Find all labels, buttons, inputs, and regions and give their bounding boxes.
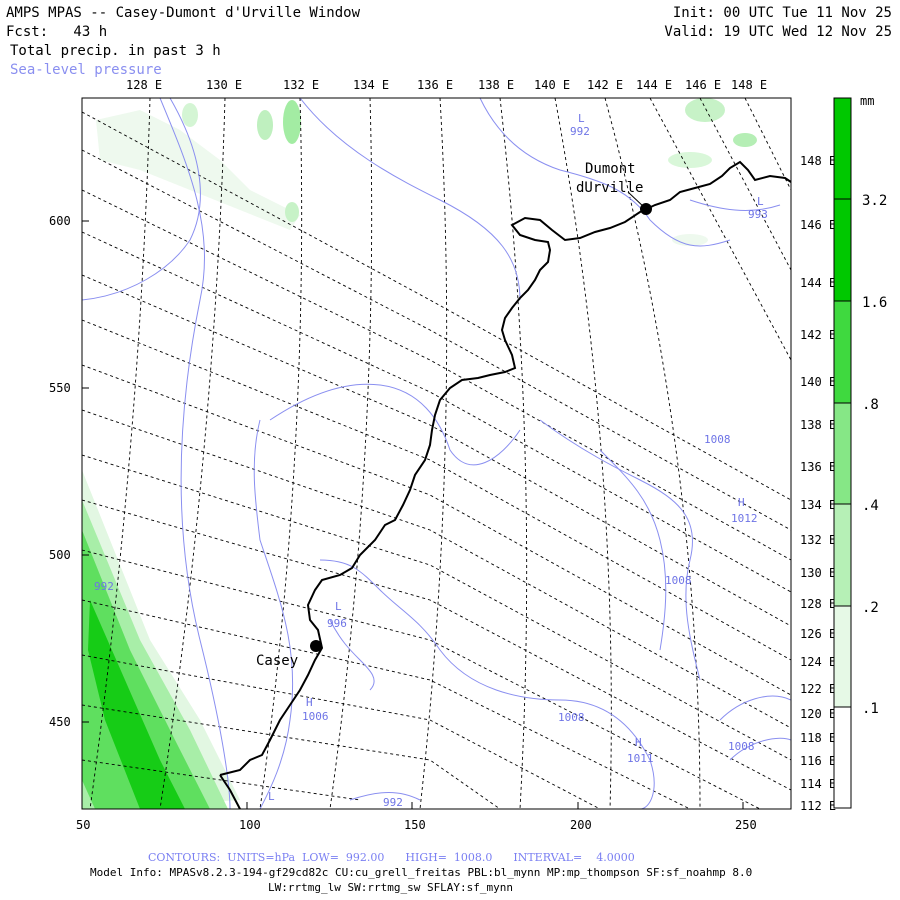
colorbar-level: .4	[862, 498, 879, 514]
y-axis-label: 450	[49, 715, 71, 729]
x-axis-label: 100	[239, 818, 261, 832]
right-lon-label: 144 E	[800, 276, 837, 290]
axis-ticks	[81, 220, 744, 809]
right-lon-label: 118 E	[800, 731, 837, 745]
colorbar-segment	[833, 97, 852, 200]
right-lon-label: 134 E	[800, 498, 837, 512]
forecast-hour: Fcst: 43 h	[6, 24, 108, 40]
top-lon-label: 144 E	[636, 78, 673, 92]
right-lon-label: 140 E	[800, 375, 837, 389]
top-lon-label: 136 E	[417, 78, 454, 92]
graticule	[82, 98, 791, 809]
map-title: AMPS MPAS -- Casey-Dumont d'Urville Wind…	[6, 5, 361, 21]
colorbar-segment	[833, 706, 852, 809]
pressure-value: 1006	[302, 710, 329, 723]
right-lon-label: 128 E	[800, 597, 837, 611]
top-lon-label: 134 E	[353, 78, 390, 92]
pressure-value: 1008	[558, 711, 585, 724]
map-frame	[81, 97, 792, 810]
right-lon-label: 116 E	[800, 754, 837, 768]
x-axis-label: 50	[76, 818, 91, 832]
right-lon-label: 122 E	[800, 682, 837, 696]
right-lon-label: 136 E	[800, 460, 837, 474]
top-lon-label: 140 E	[534, 78, 571, 92]
top-lon-label: 130 E	[206, 78, 243, 92]
top-lon-label: 128 E	[126, 78, 163, 92]
pressure-value: 1008	[728, 740, 755, 753]
colorbar-segment	[833, 198, 852, 302]
casey-label: Casey	[256, 653, 298, 669]
pressure-value: 1008	[704, 433, 731, 446]
pressure-value: 996	[327, 617, 347, 630]
right-lon-label: 148 E	[800, 154, 837, 168]
y-axis-label: 550	[49, 381, 71, 395]
colorbar-level: 3.2	[862, 193, 887, 209]
colorbar-level: .8	[862, 397, 879, 413]
right-lon-label: 138 E	[800, 418, 837, 432]
y-axis-label: 600	[49, 214, 71, 228]
pressure-labels: L 992 L 993 1008 H 1012 1008 L 996 H 100…	[94, 112, 768, 809]
pressure-symbol: L	[335, 600, 342, 613]
pressure-value: 1008	[665, 574, 692, 587]
colorbar-segment	[833, 503, 852, 607]
right-lon-label: 126 E	[800, 627, 837, 641]
right-lon-label: 124 E	[800, 655, 837, 669]
top-lon-label: 142 E	[587, 78, 624, 92]
init-time: Init: 00 UTC Tue 11 Nov 25	[672, 5, 892, 21]
right-lon-label: 112 E	[800, 799, 837, 813]
colorbar-unit: mm	[860, 94, 874, 108]
x-axis-label: 250	[735, 818, 757, 832]
model-info: Model Info: MPASv8.2.3-194-gf29cd82c CU:…	[90, 866, 753, 879]
colorbar-level: .2	[862, 600, 879, 616]
valid-time: Valid: 19 UTC Wed 12 Nov 25	[664, 24, 892, 40]
model-info-line2: LW:rrtmg_lw SW:rrtmg_sw SFLAY:sf_mynn	[268, 881, 514, 894]
colorbar: mm .1 .2 .4 .8 1.6 3.2	[833, 94, 887, 809]
colorbar-segment	[833, 605, 852, 708]
pressure-symbol: L	[578, 112, 585, 125]
pressure-symbol: H	[306, 696, 313, 709]
right-lon-label: 120 E	[800, 707, 837, 721]
pressure-value: 992	[383, 796, 403, 809]
pressure-symbol: H	[738, 496, 745, 509]
top-lon-label: 138 E	[478, 78, 515, 92]
colorbar-segment	[833, 300, 852, 404]
right-lon-label: 132 E	[800, 533, 837, 547]
pressure-value: 992	[570, 125, 590, 138]
top-lon-label: 146 E	[685, 78, 722, 92]
colorbar-level: 1.6	[862, 295, 887, 311]
overlay-name: Sea-level pressure	[10, 62, 162, 78]
dumont-label-line1: Dumont	[585, 161, 636, 177]
pressure-value: 1012	[731, 512, 758, 525]
coastline	[219, 160, 791, 809]
field-name: Total precip. in past 3 h	[10, 43, 221, 59]
right-lon-label: 146 E	[800, 218, 837, 232]
pressure-symbol: L	[757, 195, 764, 208]
pressure-contours	[82, 98, 791, 809]
colorbar-segment	[833, 402, 852, 505]
x-axis-label: 150	[404, 818, 426, 832]
pressure-value: 1011	[627, 752, 654, 765]
x-axis-label: 200	[570, 818, 592, 832]
top-lon-label: 132 E	[283, 78, 320, 92]
right-lon-label: 142 E	[800, 328, 837, 342]
pressure-symbol: H	[635, 736, 642, 749]
pressure-symbol: L	[268, 790, 275, 803]
colorbar-level: .1	[862, 701, 879, 717]
pressure-value: 993	[748, 208, 768, 221]
right-lon-label: 114 E	[800, 777, 837, 791]
pressure-value: 992	[94, 580, 114, 593]
dumont-label-line2: dUrville	[576, 180, 643, 196]
y-axis-label: 500	[49, 548, 71, 562]
top-lon-label: 148 E	[731, 78, 768, 92]
casey-station-marker	[310, 640, 322, 652]
right-lon-label: 130 E	[800, 566, 837, 580]
contour-info: CONTOURS: UNITS=hPa LOW= 992.00 HIGH= 10…	[148, 851, 635, 864]
